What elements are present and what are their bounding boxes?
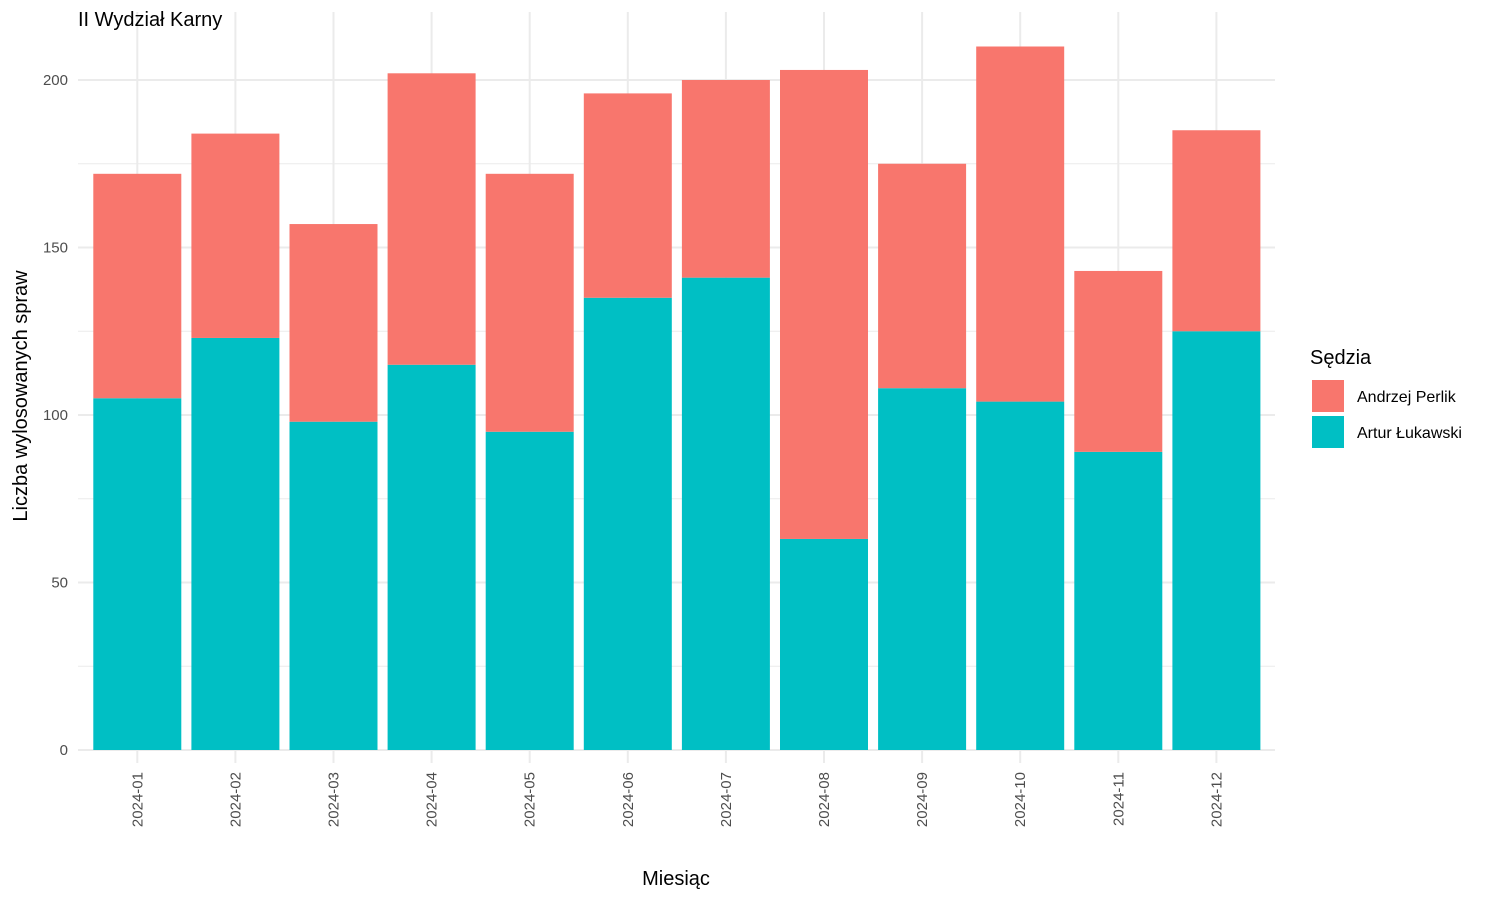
- bar-andrzej-perlik-2024-11: [1074, 270, 1163, 452]
- y-tick-label: 0: [60, 742, 68, 759]
- legend-label: Andrzej Perlik: [1357, 389, 1457, 406]
- bar-artur-ukawski-2024-01: [93, 398, 182, 750]
- bar-andrzej-perlik-2024-07: [681, 80, 770, 278]
- x-tick-label: 2024-12: [1208, 772, 1225, 827]
- bar-artur-ukawski-2024-09: [878, 388, 967, 750]
- x-tick-label: 2024-03: [326, 772, 343, 827]
- bar-andrzej-perlik-2024-08: [780, 69, 868, 539]
- y-axis-title: Liczba wylosowanych spraw: [10, 270, 32, 522]
- legend-label: Artur Łukawski: [1357, 425, 1462, 442]
- x-tick-label: 2024-06: [620, 772, 637, 827]
- bar-andrzej-perlik-2024-10: [976, 46, 1065, 402]
- x-axis-ticks: 2024-01 2024-02 2024-03 2024-04 2024-05 2024-…: [129, 772, 1225, 827]
- y-tick-label: 50: [51, 575, 68, 592]
- x-tick-label: 2024-08: [816, 772, 833, 827]
- legend-swatch: [1312, 416, 1344, 448]
- bar-artur-ukawski-2024-03: [289, 421, 378, 750]
- bar-andrzej-perlik-2024-01: [93, 173, 182, 399]
- x-tick-label: 2024-05: [522, 772, 539, 827]
- bar-andrzej-perlik-2024-04: [387, 73, 476, 365]
- bar-artur-ukawski-2024-08: [780, 538, 868, 750]
- bar-artur-ukawski-2024-02: [191, 337, 280, 750]
- bar-andrzej-perlik-2024-09: [878, 163, 967, 389]
- x-tick-label: 2024-10: [1012, 772, 1029, 827]
- bar-andrzej-perlik-2024-03: [289, 224, 378, 422]
- y-axis-ticks: 0 50 100 150 200: [43, 72, 68, 759]
- x-tick-label: 2024-04: [424, 772, 441, 827]
- bar-artur-ukawski-2024-05: [485, 431, 574, 750]
- bar-andrzej-perlik-2024-02: [191, 133, 280, 338]
- bar-artur-ukawski-2024-07: [681, 277, 770, 750]
- legend-title: Sędzia: [1310, 347, 1372, 369]
- x-tick-label: 2024-02: [227, 772, 244, 827]
- bar-andrzej-perlik-2024-06: [583, 93, 672, 298]
- x-tick-label: 2024-11: [1110, 772, 1127, 826]
- bar-artur-ukawski-2024-06: [583, 297, 672, 750]
- chart-title: II Wydział Karny: [78, 9, 222, 31]
- y-tick-label: 100: [43, 407, 68, 424]
- legend-swatch: [1312, 380, 1344, 412]
- x-tick-label: 2024-01: [129, 772, 146, 827]
- bars: [93, 46, 1261, 750]
- bar-artur-ukawski-2024-11: [1074, 451, 1163, 750]
- legend-items: Andrzej Perlik Artur Łukawski: [1312, 380, 1462, 448]
- x-axis-title: Miesiąc: [642, 868, 710, 890]
- x-tick-label: 2024-09: [914, 772, 931, 827]
- y-tick-label: 200: [43, 72, 68, 89]
- bar-artur-ukawski-2024-12: [1172, 331, 1261, 750]
- bar-artur-ukawski-2024-10: [976, 401, 1065, 750]
- bar-andrzej-perlik-2024-05: [485, 173, 574, 432]
- legend: Sędzia Andrzej Perlik Artur Łukawski: [1310, 347, 1462, 448]
- bar-artur-ukawski-2024-04: [387, 364, 476, 750]
- x-tick-label: 2024-07: [718, 772, 735, 827]
- y-tick-label: 150: [43, 240, 68, 257]
- bar-andrzej-perlik-2024-12: [1172, 130, 1261, 332]
